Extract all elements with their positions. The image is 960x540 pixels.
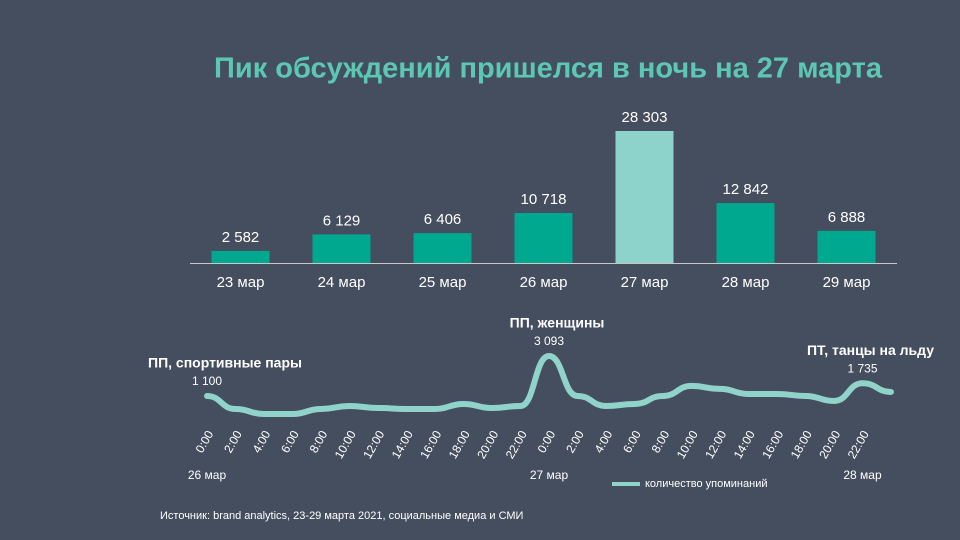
line xyxy=(204,352,894,417)
date-label: 26 мар xyxy=(188,468,227,482)
bar xyxy=(211,250,270,263)
annotation: ПП, спортивные пары xyxy=(148,355,302,371)
x-tick-label: 25 мар xyxy=(419,274,467,291)
x-tick-label: 29 мар xyxy=(823,274,871,291)
bar xyxy=(413,233,472,263)
x-tick-label: 26 мар xyxy=(520,274,568,291)
value-label: 12 842 xyxy=(723,181,769,198)
source: Источник: brand analytics, 23-29 марта 2… xyxy=(160,510,523,522)
value-label: 3 093 xyxy=(534,334,564,348)
x-tick-label: 24 мар xyxy=(318,274,366,291)
value-label: 6 888 xyxy=(828,209,866,226)
value-label: 28 303 xyxy=(622,109,668,126)
value-label: 1 735 xyxy=(847,361,877,375)
annotation: ПТ, танцы на льду xyxy=(807,342,934,358)
value-label: 10 718 xyxy=(521,191,567,208)
value-label: 2 582 xyxy=(222,229,260,246)
x-tick-label: 23 мар xyxy=(217,274,265,291)
bar xyxy=(514,213,573,263)
bar xyxy=(817,230,876,263)
legend-label: количество упоминаний xyxy=(645,478,768,490)
x-tick-label: 28 мар xyxy=(722,274,770,291)
bar xyxy=(312,234,371,263)
title: Пик обсуждений пришелся в ночь на 27 мар… xyxy=(214,53,883,85)
date-label: 28 мар xyxy=(843,468,882,482)
value-label: 6 406 xyxy=(424,211,462,228)
annotation: ПП, женщины xyxy=(510,315,605,331)
bar xyxy=(615,131,674,263)
x-tick-label: 27 мар xyxy=(621,274,669,291)
bar xyxy=(716,203,775,263)
date-label: 27 мар xyxy=(530,468,569,482)
value-label: 1 100 xyxy=(192,374,222,388)
value-label: 6 129 xyxy=(323,212,361,229)
